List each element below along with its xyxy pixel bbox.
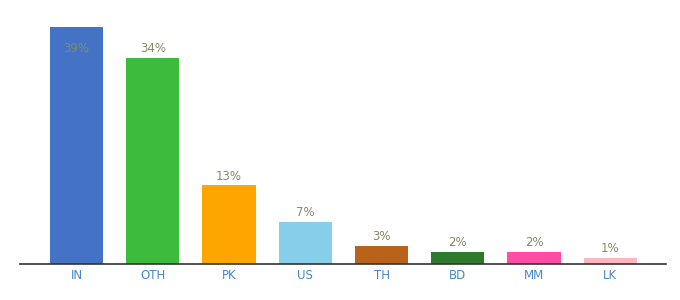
Bar [126, 58, 180, 264]
Bar [355, 246, 408, 264]
Bar [431, 252, 484, 264]
Text: 1%: 1% [601, 242, 619, 256]
Text: 39%: 39% [63, 42, 90, 56]
Text: 2%: 2% [525, 236, 543, 249]
Text: 34%: 34% [139, 42, 166, 55]
Text: 2%: 2% [449, 236, 467, 249]
Bar [50, 27, 103, 264]
Bar [507, 252, 561, 264]
Text: 3%: 3% [372, 230, 391, 243]
Text: 13%: 13% [216, 169, 242, 183]
Bar [279, 221, 332, 264]
Text: 7%: 7% [296, 206, 315, 219]
Bar [203, 185, 256, 264]
Bar [583, 258, 637, 264]
